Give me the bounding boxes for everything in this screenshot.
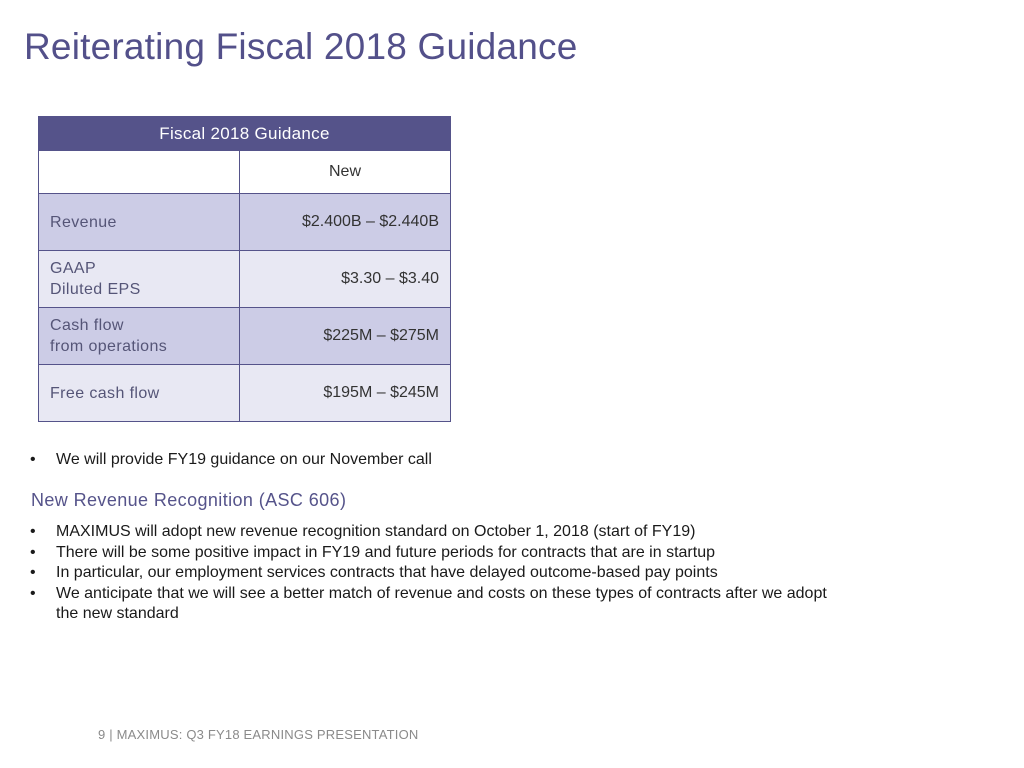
bullet-text: MAXIMUS will adopt new revenue recogniti… xyxy=(56,523,696,540)
table-row: Free cash flow $195M – $245M xyxy=(38,364,451,422)
guidance-table: Fiscal 2018 Guidance New Revenue $2.400B… xyxy=(38,116,451,422)
row-label: Free cash flow xyxy=(38,364,240,422)
bullet-icon: • xyxy=(30,451,36,468)
row-value: $225M – $275M xyxy=(239,307,451,365)
row-label: Cash flow from operations xyxy=(38,307,240,365)
bullet-icon: • xyxy=(30,543,36,561)
table-row: Cash flow from operations $225M – $275M xyxy=(38,307,451,365)
row-label-line: GAAP xyxy=(50,260,97,277)
bullet-icon: • xyxy=(30,523,36,540)
row-value: $3.30 – $3.40 xyxy=(239,250,451,308)
table-empty-cell xyxy=(38,150,240,194)
row-value: $2.400B – $2.440B xyxy=(239,193,451,251)
bullet-text: We anticipate that we will see a better … xyxy=(56,584,827,623)
section-heading: New Revenue Recognition (ASC 606) xyxy=(31,490,347,510)
row-label-line: from operations xyxy=(50,338,168,355)
bullet-text: There will be some positive impact in FY… xyxy=(56,543,715,561)
asc606-bullet-list: • MAXIMUS will adopt new revenue recogni… xyxy=(30,522,850,625)
bullet-icon: • xyxy=(30,584,36,602)
bullet-icon: • xyxy=(30,564,36,581)
list-item: • In particular, our employment services… xyxy=(30,563,850,584)
row-label-line: Revenue xyxy=(50,213,117,231)
list-item: • There will be some positive impact in … xyxy=(30,543,850,564)
list-item: • We will provide FY19 guidance on our N… xyxy=(30,450,432,471)
row-value: $195M – $245M xyxy=(239,364,451,422)
footer: 9 | MAXIMUS: Q3 FY18 EARNINGS PRESENTATI… xyxy=(98,727,419,742)
slide-title: Reiterating Fiscal 2018 Guidance xyxy=(24,26,578,67)
table-row: GAAP Diluted EPS $3.30 – $3.40 xyxy=(38,250,451,308)
bullet-text: In particular, our employment services c… xyxy=(56,564,718,581)
row-label-line: Free cash flow xyxy=(50,384,160,402)
table-row: Revenue $2.400B – $2.440B xyxy=(38,193,451,251)
list-item: • MAXIMUS will adopt new revenue recogni… xyxy=(30,522,850,543)
bullet-text: We will provide FY19 guidance on our Nov… xyxy=(56,451,432,468)
row-label: Revenue xyxy=(38,193,240,251)
column-label-new: New xyxy=(239,150,451,194)
list-item: • We anticipate that we will see a bette… xyxy=(30,584,850,625)
table-header: Fiscal 2018 Guidance xyxy=(38,116,451,151)
row-label-line: Cash flow xyxy=(50,317,124,334)
top-bullet-list: • We will provide FY19 guidance on our N… xyxy=(30,450,432,471)
row-label: GAAP Diluted EPS xyxy=(38,250,240,308)
row-label-line: Diluted EPS xyxy=(50,281,141,298)
